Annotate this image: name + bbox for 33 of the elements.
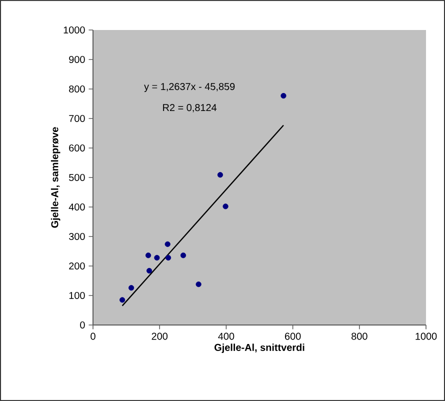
point <box>196 281 202 288</box>
point <box>180 252 186 258</box>
y-axis-title: Gjelle-Al, samleprøve <box>50 127 60 228</box>
y-tick-label: 500 <box>69 174 85 182</box>
point <box>217 172 224 178</box>
point <box>222 204 228 210</box>
y-tick-label: 600 <box>69 144 85 152</box>
y-tick-label: 900 <box>69 56 85 64</box>
y-tick-label: 800 <box>69 85 85 93</box>
x-tick-label: 400 <box>218 332 234 340</box>
x-tick-label: 600 <box>284 332 301 340</box>
point <box>164 241 170 247</box>
y-tick-label: 1000 <box>64 26 85 34</box>
x-tick-label: 200 <box>152 332 168 340</box>
y-tick-label: 200 <box>69 262 85 270</box>
point <box>146 268 152 274</box>
y-tick-label: 400 <box>68 203 85 211</box>
point <box>165 254 172 261</box>
point <box>120 297 126 303</box>
y-tick-label: 100 <box>69 292 85 300</box>
x-axis-title: Gjelle-Al, snittverdi <box>214 344 304 353</box>
x-tick-label: 1000 <box>416 332 437 340</box>
x-tick-label: 800 <box>352 332 368 340</box>
point <box>128 285 134 291</box>
x-tick-label: 0 <box>90 332 96 340</box>
point <box>154 254 160 261</box>
point <box>280 92 286 99</box>
point <box>145 252 152 258</box>
y-tick-label: 0 <box>80 321 85 329</box>
y-tick-label: 300 <box>68 232 85 240</box>
y-tick-label: 700 <box>69 114 85 122</box>
annotation: R2 = 0,8124 <box>163 104 217 112</box>
annotation: y = 1,2637x - 45,859 <box>144 83 235 92</box>
